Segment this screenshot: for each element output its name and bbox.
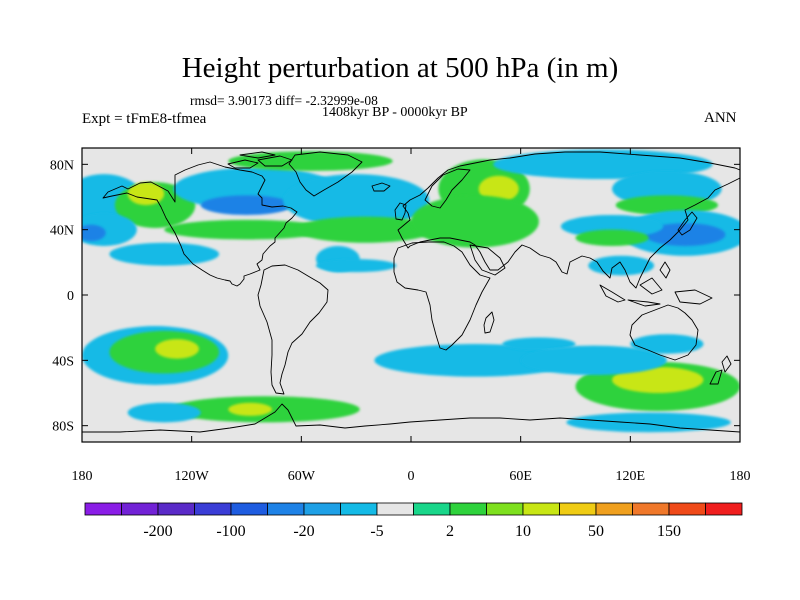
- anomaly-region-24: [575, 229, 649, 246]
- x-tick-label-6: 180: [730, 469, 751, 484]
- experiment-label: Expt = tFmE8-tfmea: [82, 111, 207, 127]
- anomaly-region-22: [644, 223, 726, 246]
- anomaly-region-33: [502, 337, 576, 351]
- colorbar-box-5: [267, 502, 305, 516]
- colorbar-label-4: 2: [446, 523, 454, 540]
- anomaly-region-11: [283, 174, 430, 227]
- anomaly-region-17: [411, 195, 539, 248]
- colorbar-box-9: [413, 502, 451, 516]
- colorbar-box-11: [486, 502, 524, 516]
- coastline-scandinavia: [424, 168, 471, 209]
- coastlines: [82, 151, 740, 433]
- y-tick-label-0: 80N: [50, 158, 74, 173]
- x-tick-label-2: 60W: [288, 469, 316, 484]
- colorbar-box-10: [449, 502, 487, 516]
- x-tick-label-5: 120E: [616, 469, 646, 484]
- coastline-africa: [393, 241, 491, 351]
- colorbar-box-3: [194, 502, 232, 516]
- coastline-indonesia: [599, 261, 713, 307]
- colorbar-box-7: [340, 502, 378, 516]
- colorbar-box-14: [595, 502, 633, 516]
- coastline-antarctica: [82, 403, 740, 433]
- coastline-japan: [677, 211, 698, 236]
- y-tick-label-1: 40N: [50, 224, 74, 239]
- colorbar-box-4: [230, 502, 268, 516]
- axis-ticks: 180 120W 60W 0 60E 120E 180 80N 40N 0 40S 80S: [50, 148, 751, 484]
- anomaly-region-9: [200, 195, 293, 215]
- colorbar-box-13: [559, 502, 597, 516]
- anomaly-region-38: [630, 334, 704, 354]
- anomaly-region-30: [228, 402, 273, 416]
- y-tick-label-4: 80S: [52, 420, 74, 435]
- anomaly-region-32: [374, 344, 576, 377]
- anomaly-region-25: [588, 255, 655, 276]
- season-label: ANN: [704, 110, 737, 126]
- coastline-madagascar: [483, 311, 495, 334]
- colorbar-box-2: [157, 502, 195, 516]
- period-subtitle: 1408kyr BP - 0000kyr BP: [322, 105, 468, 120]
- x-tick-label-3: 0: [408, 469, 415, 484]
- anomaly-region-37: [520, 345, 667, 376]
- anomaly-region-8: [164, 219, 329, 240]
- anomaly-region-36: [566, 412, 731, 433]
- coastline-south-america: [257, 264, 329, 395]
- coastline-new-zealand: [709, 355, 732, 385]
- colorbar-label-1: -100: [216, 523, 245, 540]
- coastline-greenland: [288, 151, 363, 197]
- coastline-arctic-islands: [227, 151, 293, 169]
- colorbar-box-12: [522, 502, 560, 516]
- colorbar-label-6: 50: [588, 523, 604, 540]
- coastline-australia: [629, 304, 699, 361]
- colorbar-box-1: [121, 502, 159, 516]
- colorbar-label-5: 10: [515, 523, 531, 540]
- rmsd-diff-stats: rmsd= 3.90173 diff= -2.32999e-08: [190, 93, 378, 108]
- x-tick-label-4: 60E: [509, 469, 532, 484]
- colorbar-box-15: [632, 502, 670, 516]
- coastline-eurasia: [397, 151, 740, 289]
- anomaly-region-20: [615, 195, 719, 215]
- y-tick-label-3: 40S: [52, 354, 74, 369]
- coastline-britain: [394, 202, 407, 221]
- anomaly-region-12: [295, 216, 435, 243]
- anomaly-region-31: [127, 402, 201, 423]
- coastline-north-america: [102, 161, 298, 287]
- anomaly-region-28: [155, 339, 199, 359]
- colorbar-box-0: [84, 502, 122, 516]
- coastline-arabia: [469, 244, 506, 276]
- colorbar-label-2: -20: [293, 523, 314, 540]
- colorbar-box-8: [376, 502, 414, 516]
- x-tick-label-1: 120W: [175, 469, 210, 484]
- colorbar-box-6: [303, 502, 341, 516]
- anomaly-field: [82, 149, 740, 433]
- plot-title: Height perturbation at 500 hPa (in m): [181, 52, 619, 84]
- colorbar-label-0: -200: [143, 523, 172, 540]
- anomaly-region-14: [315, 259, 397, 273]
- anomaly-region-35: [612, 366, 704, 393]
- colorbar-box-16: [668, 502, 706, 516]
- y-tick-label-2: 0: [67, 289, 74, 304]
- anomaly-region-5: [109, 242, 220, 266]
- x-tick-label-0: 180: [72, 469, 93, 484]
- anomaly-region-16: [478, 175, 519, 202]
- coastline-iceland: [371, 182, 391, 192]
- anomaly-region-4: [82, 224, 106, 242]
- colorbar-box-17: [705, 502, 743, 516]
- colorbar-label-3: -5: [370, 523, 383, 540]
- colorbar-label-7: 150: [657, 523, 681, 540]
